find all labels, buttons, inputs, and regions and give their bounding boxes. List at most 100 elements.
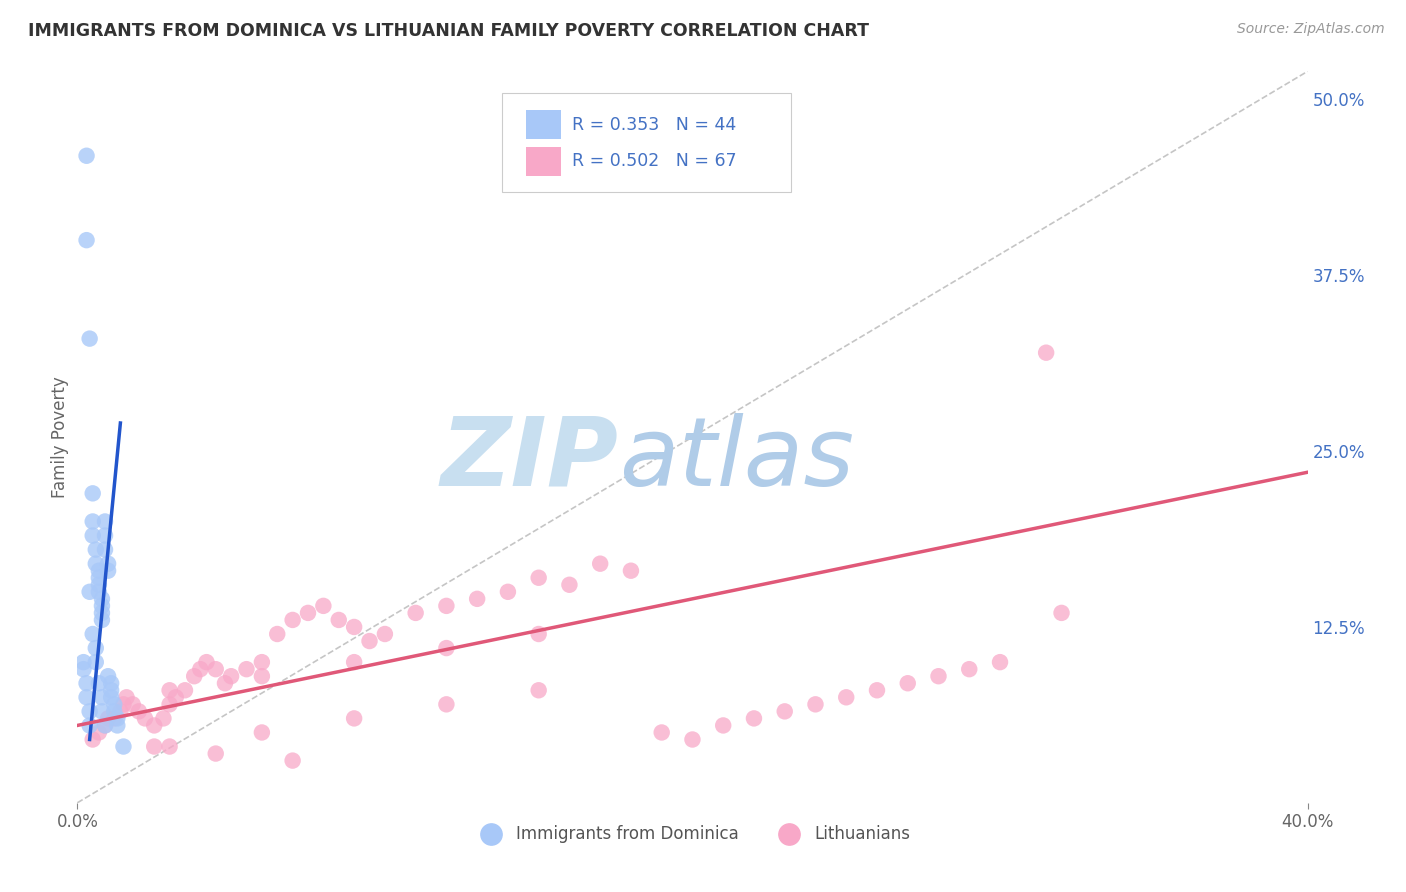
Point: [103, 705, 125, 719]
Point: [97, 711, 120, 725]
Point: [804, 698, 827, 712]
Text: Source: ZipAtlas.com: Source: ZipAtlas.com: [1237, 22, 1385, 37]
Point: [100, 683, 122, 698]
Point: [97, 669, 120, 683]
Point: [90, 705, 114, 719]
Point: [90, 591, 114, 606]
Point: [281, 754, 304, 768]
Point: [281, 613, 304, 627]
Text: IMMIGRANTS FROM DOMINICA VS LITHUANIAN FAMILY POVERTY CORRELATION CHART: IMMIGRANTS FROM DOMINICA VS LITHUANIAN F…: [28, 22, 869, 40]
Point: [527, 571, 550, 585]
Point: [897, 676, 920, 690]
Point: [94, 515, 117, 529]
Point: [165, 690, 187, 705]
Text: R = 0.353   N = 44: R = 0.353 N = 44: [572, 116, 737, 134]
Point: [79, 705, 101, 719]
Point: [436, 599, 458, 613]
Point: [620, 564, 643, 578]
Point: [76, 149, 98, 163]
Point: [105, 718, 128, 732]
Point: [97, 564, 120, 578]
Point: [159, 739, 181, 754]
Point: [143, 718, 166, 732]
Point: [79, 584, 101, 599]
Point: [82, 627, 104, 641]
Point: [651, 725, 673, 739]
Point: [82, 732, 104, 747]
Point: [82, 486, 104, 500]
Point: [174, 683, 197, 698]
Point: [214, 676, 236, 690]
Point: [188, 662, 212, 676]
Point: [436, 641, 458, 656]
Point: [742, 711, 765, 725]
FancyBboxPatch shape: [526, 146, 561, 176]
Point: [134, 711, 156, 725]
Point: [128, 705, 150, 719]
Point: [928, 669, 950, 683]
Point: [115, 690, 138, 705]
Point: [76, 690, 98, 705]
Point: [105, 711, 128, 725]
Point: [957, 662, 980, 676]
Point: [90, 690, 114, 705]
Point: [110, 705, 132, 719]
Point: [866, 683, 889, 698]
Point: [72, 655, 94, 669]
Point: [527, 627, 550, 641]
Point: [82, 515, 104, 529]
Point: [94, 528, 117, 542]
Point: [711, 718, 734, 732]
Point: [100, 690, 122, 705]
Point: [235, 662, 257, 676]
Point: [266, 627, 288, 641]
Point: [87, 564, 110, 578]
Point: [87, 584, 110, 599]
Point: [1035, 345, 1057, 359]
Legend: Immigrants from Dominica, Lithuanians: Immigrants from Dominica, Lithuanians: [468, 818, 917, 849]
Point: [84, 542, 107, 557]
Point: [374, 627, 396, 641]
Point: [195, 655, 218, 669]
Point: [112, 698, 135, 712]
Point: [405, 606, 427, 620]
Text: ZIP: ZIP: [440, 412, 619, 506]
Point: [436, 698, 458, 712]
Point: [250, 655, 273, 669]
Point: [527, 683, 550, 698]
FancyBboxPatch shape: [502, 94, 792, 192]
Point: [589, 557, 612, 571]
Point: [219, 669, 242, 683]
Point: [988, 655, 1011, 669]
Point: [359, 634, 381, 648]
Point: [121, 698, 143, 712]
Point: [103, 698, 125, 712]
Point: [84, 655, 107, 669]
Point: [79, 332, 101, 346]
Point: [87, 676, 110, 690]
Point: [76, 233, 98, 247]
Point: [112, 739, 135, 754]
Point: [97, 557, 120, 571]
Point: [94, 718, 117, 732]
Point: [82, 528, 104, 542]
Text: R = 0.502   N = 67: R = 0.502 N = 67: [572, 153, 737, 170]
Point: [835, 690, 858, 705]
Point: [343, 711, 366, 725]
Point: [1050, 606, 1073, 620]
Point: [312, 599, 335, 613]
Text: atlas: atlas: [619, 412, 853, 506]
Point: [94, 718, 117, 732]
Point: [773, 705, 796, 719]
Point: [90, 613, 114, 627]
Y-axis label: Family Poverty: Family Poverty: [51, 376, 69, 498]
Point: [183, 669, 205, 683]
Point: [72, 662, 94, 676]
Point: [297, 606, 319, 620]
Point: [100, 676, 122, 690]
Point: [250, 725, 273, 739]
Point: [250, 669, 273, 683]
FancyBboxPatch shape: [526, 110, 561, 139]
Point: [90, 606, 114, 620]
Point: [159, 698, 181, 712]
